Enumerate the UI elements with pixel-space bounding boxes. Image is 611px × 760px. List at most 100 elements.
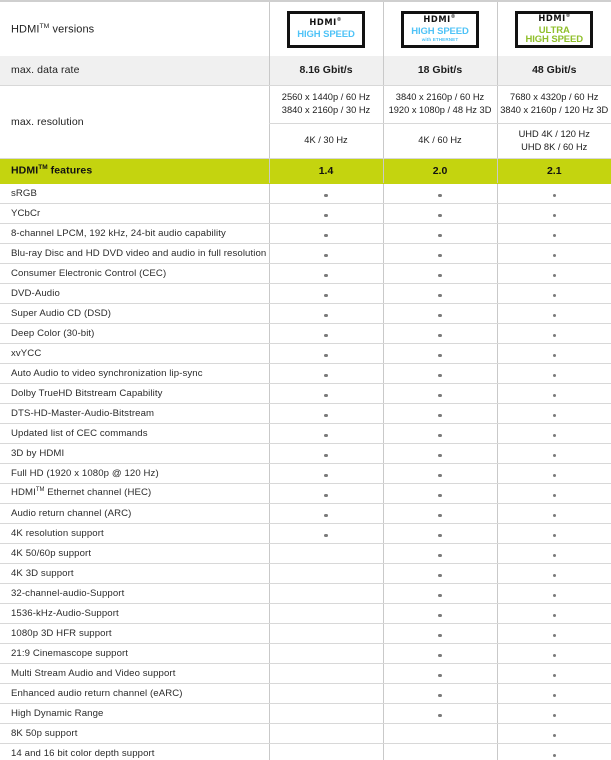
feature-label: High Dynamic Range: [0, 703, 269, 724]
feature-support-cell-2: [382, 283, 497, 304]
row-max-data-rate: max. data rate 8.16 Gbit/s 18 Gbit/s 48 Gbi…: [0, 56, 611, 86]
supported-dot-icon: [324, 333, 328, 337]
supported-dot-icon: [438, 273, 442, 277]
resolution-secondary-3: UHD 4K / 120 Hz UHD 8K / 60 Hz: [496, 123, 611, 159]
resolution-line: UHD 8K / 60 Hz: [521, 141, 588, 152]
hdmi-logo-line3: HIGH SPEED: [525, 34, 584, 45]
feature-support-cell-2: [382, 583, 497, 604]
supported-dot-icon: [324, 393, 328, 397]
resolution-secondary-1: 4K / 30 Hz: [268, 123, 383, 159]
resolution-line: 1920 x 1080p / 48 Hz 3D: [388, 105, 492, 115]
resolution-line: 4K / 60 Hz: [418, 135, 462, 145]
resolution-line: 3840 x 2160p / 30 Hz: [281, 105, 371, 115]
resolution-primary-3: 7680 x 4320p / 60 Hz 3840 x 2160p / 120 H…: [496, 85, 611, 124]
supported-dot-icon: [552, 193, 556, 197]
supported-dot-icon: [438, 433, 442, 437]
unsupported-blank: [324, 714, 328, 718]
hdmi-version-number-2: 2.0: [382, 158, 497, 184]
table-row: Enhanced audio return channel (eARC): [0, 683, 611, 704]
supported-dot-icon: [552, 753, 556, 757]
feature-support-cell-1: [268, 443, 383, 464]
supported-dot-icon: [438, 713, 442, 717]
feature-label: Enhanced audio return channel (eARC): [0, 683, 269, 704]
row-hdmi-versions: HDMITM versions HDMI® HIGH SPEED HDMI® HIGH …: [0, 1, 611, 56]
feature-support-cell-1: [268, 663, 383, 684]
feature-support-cell-2: [382, 363, 497, 384]
feature-support-cell-2: [382, 603, 497, 624]
supported-dot-icon: [552, 593, 556, 597]
feature-label: Full HD (1920 x 1080p @ 120 Hz): [0, 463, 269, 484]
feature-label: 4K 50/60p support: [0, 543, 269, 564]
feature-support-cell-1: [268, 723, 383, 744]
feature-label: 14 and 16 bit color depth support: [0, 743, 269, 760]
supported-dot-icon: [438, 233, 442, 237]
supported-dot-icon: [552, 253, 556, 257]
feature-support-cell-2: [382, 563, 497, 584]
resolution-line: 3840 x 2160p / 60 Hz: [395, 92, 485, 102]
supported-dot-icon: [438, 573, 442, 577]
feature-support-cell-2: [382, 443, 497, 464]
feature-label: Audio return channel (ARC): [0, 503, 269, 524]
feature-label: 1080p 3D HFR support: [0, 623, 269, 644]
row-hdmi-features-header: HDMITM features 1.4 2.0 2.1: [0, 158, 611, 184]
feature-label: Auto Audio to video synchronization lip-…: [0, 363, 269, 384]
feature-support-cell-2: [382, 323, 497, 344]
feature-support-cell-1: [268, 523, 383, 544]
supported-dot-icon: [324, 513, 328, 517]
hdmi-logo-line2: HIGH SPEED: [411, 26, 469, 38]
supported-dot-icon: [438, 513, 442, 517]
hdmi-version-number-3: 2.1: [496, 158, 611, 184]
feature-support-cell-2: [382, 483, 497, 504]
supported-dot-icon: [438, 613, 442, 617]
table-row: 1080p 3D HFR support: [0, 623, 611, 644]
unsupported-blank: [324, 634, 328, 638]
feature-label: 1536-kHz-Audio-Support: [0, 603, 269, 624]
supported-dot-icon: [324, 433, 328, 437]
feature-support-cell-3: [496, 443, 611, 464]
table-row: 8-channel LPCM, 192 kHz, 24-bit audio ca…: [0, 223, 611, 244]
feature-support-cell-3: [496, 603, 611, 624]
supported-dot-icon: [438, 313, 442, 317]
supported-dot-icon: [552, 313, 556, 317]
unsupported-blank: [324, 614, 328, 618]
row-max-resolution-primary: max. resolution 2560 x 1440p / 60 Hz 3840 …: [0, 85, 611, 159]
feature-support-cell-1: [268, 603, 383, 624]
supported-dot-icon: [438, 293, 442, 297]
feature-support-cell-1: [268, 623, 383, 644]
supported-dot-icon: [438, 393, 442, 397]
unsupported-blank: [324, 734, 328, 738]
feature-support-cell-2: [382, 423, 497, 444]
feature-support-cell-1: [268, 583, 383, 604]
row-label-features: HDMITM features: [0, 158, 269, 184]
feature-support-cell-3: [496, 283, 611, 304]
supported-dot-icon: [438, 533, 442, 537]
feature-support-cell-1: [268, 683, 383, 704]
supported-dot-icon: [438, 373, 442, 377]
feature-support-cell-2: [382, 463, 497, 484]
row-max-resolution-secondary: 4K / 30 Hz 4K / 60 Hz UHD 4K / 120 Hz UHD 8…: [0, 123, 611, 159]
feature-label: Consumer Electronic Control (CEC): [0, 263, 269, 284]
feature-support-cell-1: [268, 643, 383, 664]
feature-support-cell-1: [268, 223, 383, 244]
supported-dot-icon: [324, 213, 328, 217]
feature-support-cell-1: [268, 243, 383, 264]
supported-dot-icon: [324, 453, 328, 457]
supported-dot-icon: [552, 473, 556, 477]
table-row: 4K resolution support: [0, 523, 611, 544]
feature-support-cell-2: [382, 383, 497, 404]
resolution-line: 3840 x 2160p / 120 Hz 3D: [500, 105, 609, 115]
supported-dot-icon: [552, 633, 556, 637]
feature-support-cell-2: [382, 183, 497, 204]
supported-dot-icon: [552, 673, 556, 677]
feature-support-cell-2: [382, 643, 497, 664]
feature-label: 4K 3D support: [0, 563, 269, 584]
feature-support-cell-3: [496, 463, 611, 484]
feature-support-cell-2: [382, 243, 497, 264]
supported-dot-icon: [324, 493, 328, 497]
resolution-line: 7680 x 4320p / 60 Hz: [510, 92, 599, 102]
hdmi-logo-cell-3: HDMI® ULTRA HIGH SPEED: [496, 1, 611, 56]
supported-dot-icon: [324, 413, 328, 417]
unsupported-blank: [324, 674, 328, 678]
supported-dot-icon: [324, 353, 328, 357]
